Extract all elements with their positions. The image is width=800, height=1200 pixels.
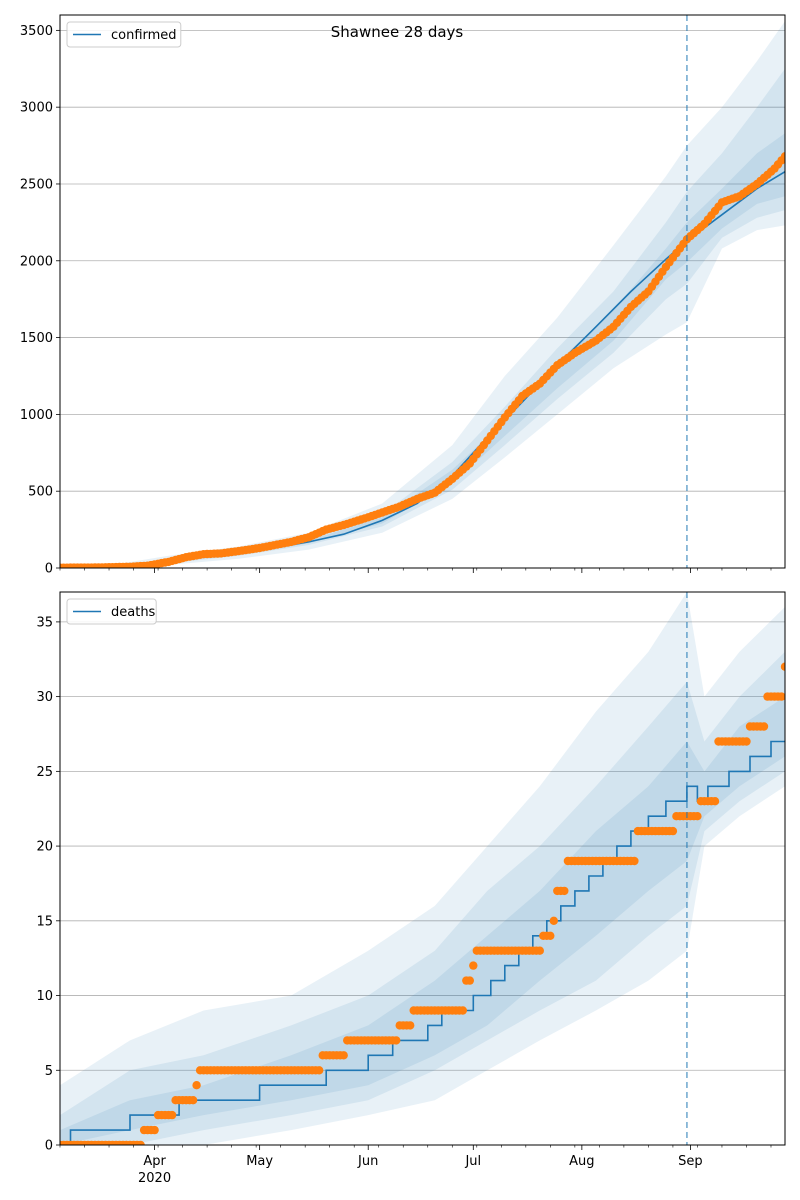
observed-point xyxy=(315,1066,324,1075)
observed-point xyxy=(150,1125,159,1135)
y-tick-label: 5 xyxy=(45,1064,53,1079)
confirmed-panel: 0 500 1000 1500 2000 2500 3000 3500 confirmed xyxy=(20,14,786,577)
y-tick-label: 1500 xyxy=(20,331,53,346)
observed-point xyxy=(549,916,558,925)
x-tick-label: Aug xyxy=(569,1154,594,1169)
band-inner xyxy=(60,696,785,1145)
y-tick-label: 3500 xyxy=(20,24,53,39)
figure-title: Shawnee 28 days xyxy=(331,23,464,41)
band-outer xyxy=(60,592,785,1145)
y-tick-label: 35 xyxy=(36,615,53,630)
observed-point xyxy=(780,152,785,161)
axes-frame xyxy=(59,591,786,1146)
observed-point xyxy=(560,886,569,896)
observed-point xyxy=(742,737,751,746)
y-tick-label: 0 xyxy=(45,562,53,577)
observed-point xyxy=(339,1051,348,1060)
band-middle xyxy=(60,651,785,1145)
y-tick-label: 25 xyxy=(36,765,53,780)
x-tick-label: Sep xyxy=(678,1154,703,1169)
x-tick-label: Apr xyxy=(143,1154,166,1169)
x-tick-label: May xyxy=(246,1154,273,1169)
charts.1-plot-area xyxy=(60,592,785,1145)
observed-point xyxy=(546,931,555,940)
y-tick-label: 500 xyxy=(28,485,53,500)
legend-box xyxy=(66,598,157,625)
observed-point xyxy=(392,1036,401,1045)
observed-point xyxy=(469,961,478,970)
observed-point xyxy=(188,1096,198,1105)
model-line xyxy=(60,740,785,1145)
observed-point xyxy=(458,1006,467,1015)
y-tick-label: 30 xyxy=(36,690,53,705)
observed-point xyxy=(630,856,639,866)
observed-point xyxy=(780,662,785,671)
y-tick-label: 20 xyxy=(36,840,53,855)
y-tick-label: 2000 xyxy=(20,254,53,269)
deaths-panel: 0 5 10 15 20 25 30 35 Apr 2020 May Jun Jul Aug Sep deat… xyxy=(36,591,786,1186)
y-tick-label: 15 xyxy=(36,914,53,929)
legend-label: confirmed xyxy=(111,28,177,43)
observed-point xyxy=(465,976,474,985)
y-tick-label: 3000 xyxy=(20,101,53,116)
observed-point xyxy=(759,722,769,731)
y-tick-label: 2500 xyxy=(20,177,53,192)
legend-box xyxy=(66,21,182,48)
observed-point xyxy=(406,1021,415,1030)
band-middle xyxy=(60,68,785,568)
legend-label: deaths xyxy=(111,605,156,620)
observed-point xyxy=(192,1081,201,1090)
observed-point xyxy=(136,1140,145,1145)
observed-point xyxy=(167,1110,177,1120)
x-tick-label: Jun xyxy=(357,1154,378,1169)
observed-point xyxy=(535,946,544,955)
observed-point xyxy=(693,812,702,821)
y-tick-label: 0 xyxy=(45,1139,53,1154)
y-tick-label: 1000 xyxy=(20,408,53,423)
axes-frame xyxy=(59,14,786,569)
observed-point xyxy=(710,797,720,806)
x-tick-year-label: 2020 xyxy=(138,1171,171,1186)
observed-point xyxy=(777,692,785,701)
legend: confirmed xyxy=(66,21,182,48)
legend: deaths xyxy=(66,598,157,625)
x-tick-label: Jul xyxy=(464,1154,481,1169)
y-tick-label: 10 xyxy=(36,989,53,1004)
observed-point xyxy=(668,826,678,836)
charts.0-plot-area xyxy=(60,21,785,568)
